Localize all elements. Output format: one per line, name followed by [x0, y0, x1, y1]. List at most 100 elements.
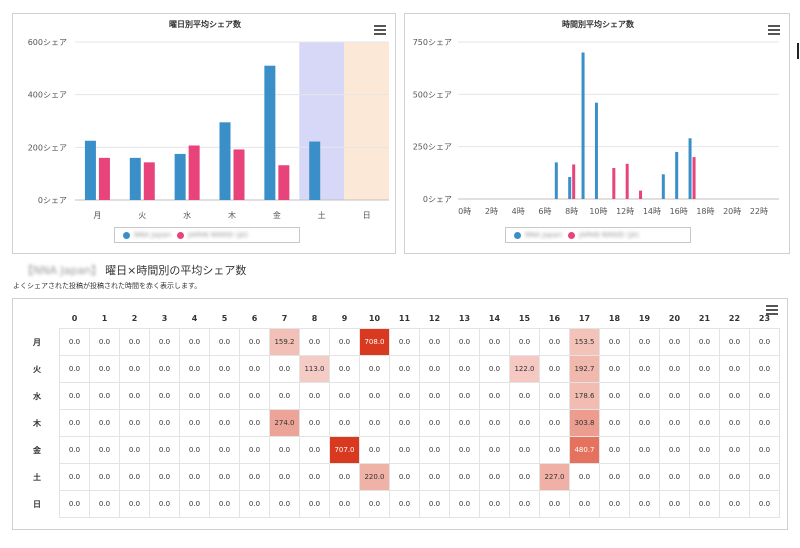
bar-series-1-金: [264, 65, 276, 200]
heatmap-row: 土 0.0 0.0 0.0 0.0 0.0 0.0 0.0 0.0 0.0 0.0 220.0 0.0 0…: [28, 463, 780, 491]
hourly-chart: 時間別平均シェア数 0シェア 250シェア 500シェア 750シェア 0時 2時 4時 6時…: [413, 19, 779, 216]
heatmap-cell: 0.0: [509, 463, 540, 491]
heatmap-cell: 0.0: [389, 355, 420, 383]
heatmap-column-header: 5: [221, 314, 228, 323]
bar-series-2-金: [278, 165, 290, 200]
heatmap-cell: 0.0: [209, 463, 240, 491]
heatmap-cell: 0.0: [269, 463, 300, 491]
heatmap-subtitle: よくシェアされた投稿が投稿された時間を赤く表示します。: [13, 282, 202, 290]
heatmap-cell: 0.0: [539, 355, 570, 383]
heatmap-cell: 0.0: [749, 355, 780, 383]
heatmap-cell: 0.0: [329, 382, 360, 410]
heatmap-cell: 0.0: [599, 355, 630, 383]
heatmap-cell: 0.0: [329, 463, 360, 491]
heatmap-title-text: 曜日×時間別の平均シェア数: [105, 264, 247, 277]
heatmap-cell: 0.0: [719, 490, 750, 518]
heatmap-cell: 0.0: [359, 490, 390, 518]
heatmap-cell: 0.0: [689, 436, 720, 464]
legend-label: NNA Japan: [134, 231, 172, 239]
heatmap-column-header: 22: [728, 314, 741, 323]
legend-item-series-2[interactable]: JAPAN NIKKEI (JA): [568, 231, 639, 239]
heatmap-cell: 122.0: [509, 355, 540, 383]
legend-dot-icon: [177, 231, 185, 239]
bar-series-2-火: [143, 162, 155, 200]
y-tick-label: 500シェア: [413, 90, 452, 99]
heatmap-cell: 0.0: [209, 382, 240, 410]
heatmap-cell: 0.0: [479, 328, 510, 356]
bar-series-1-16時: [675, 151, 679, 199]
heatmap-cell: 0.0: [239, 436, 270, 464]
legend-item-series-1[interactable]: NNA Japan: [123, 231, 171, 239]
heatmap-cell: 0.0: [689, 382, 720, 410]
heatmap-column-header: 15: [518, 314, 531, 323]
bar-series-2-月: [98, 157, 110, 200]
y-tick-label: 750シェア: [413, 38, 452, 47]
heatmap-cell: 0.0: [179, 490, 210, 518]
y-tick-label: 200シェア: [28, 143, 67, 152]
x-tick-label: 水: [183, 210, 191, 220]
heatmap-cell: 0.0: [419, 463, 450, 491]
heatmap-cell: 0.0: [269, 436, 300, 464]
heatmap-cell: 227.0: [539, 463, 570, 491]
heatmap-cell: 0.0: [89, 490, 120, 518]
heatmap-table: 0 1 2 3 4 5 6 7 8 9 10 11 12 13 14 15 16 17 18 19 20 21 22 23 月…: [28, 309, 780, 518]
heatmap-cell: 0.0: [749, 490, 780, 518]
heatmap-cell: 0.0: [359, 382, 390, 410]
x-tick-label: 木: [228, 210, 236, 220]
heatmap-cell: 0.0: [539, 436, 570, 464]
heatmap-column-header: 8: [311, 314, 318, 323]
heatmap-cell: 0.0: [449, 490, 480, 518]
heatmap-cell: 0.0: [119, 490, 150, 518]
heatmap-row: 金 0.0 0.0 0.0 0.0 0.0 0.0 0.0 0.0 0.0 707.0 0.0 0.0 0…: [28, 436, 780, 464]
heatmap-cell: 0.0: [89, 355, 120, 383]
heatmap-cell: 0.0: [209, 490, 240, 518]
heatmap-cell: 0.0: [299, 328, 330, 356]
heatmap-cell: 0.0: [509, 382, 540, 410]
heatmap-cell: 0.0: [419, 409, 450, 437]
heatmap-column-header: 21: [698, 314, 711, 323]
heatmap-cell: 153.5: [569, 328, 600, 356]
heatmap-column-header: 19: [638, 314, 651, 323]
heatmap-cell: 0.0: [509, 409, 540, 437]
legend-item-series-2[interactable]: JAPAN NIKKEI (JA): [177, 231, 248, 239]
hour-chart-title: 時間別平均シェア数: [562, 19, 635, 29]
heatmap-column-header: 1: [101, 314, 108, 323]
heatmap-cell: 480.7: [569, 436, 600, 464]
heatmap-row: 水 0.0 0.0 0.0 0.0 0.0 0.0 0.0 0.0 0.0 0.0 0.0 0.0 0.0…: [28, 382, 780, 410]
heatmap-cell: 0.0: [569, 463, 600, 491]
heatmap-column-header: 2: [131, 314, 138, 323]
heatmap-cell: 0.0: [479, 463, 510, 491]
bar-series-1-火: [129, 157, 141, 200]
heatmap-cell: 0.0: [719, 409, 750, 437]
heatmap-column-header: 16: [548, 314, 561, 323]
x-tick-label: 12時: [616, 207, 634, 216]
legend-item-series-1[interactable]: NNA Japan: [514, 231, 562, 239]
highlight-band-5: [299, 42, 345, 200]
heatmap-cell: 0.0: [449, 382, 480, 410]
day-chart-menu-icon[interactable]: [374, 25, 386, 35]
heatmap-panel: 0 1 2 3 4 5 6 7 8 9 10 11 12 13 14 15 16 17 18 19 20 21 22 23 月…: [12, 298, 788, 530]
heatmap-cell: 0.0: [629, 436, 660, 464]
heatmap-cell: 0.0: [179, 436, 210, 464]
heatmap-menu-icon[interactable]: [766, 305, 778, 315]
heatmap-column-header: 7: [281, 314, 288, 323]
heatmap-cell: 0.0: [59, 328, 90, 356]
heatmap-row-header: 月: [33, 337, 41, 347]
heatmap-cell: 0.0: [599, 382, 630, 410]
heatmap-cell: 0.0: [389, 328, 420, 356]
heatmap-row: 木 0.0 0.0 0.0 0.0 0.0 0.0 0.0 274.0 0.0 0.0 0.0 0.0 0…: [28, 409, 780, 437]
legend-dot-icon: [568, 231, 576, 239]
heatmap-cell: 0.0: [299, 463, 330, 491]
heatmap-cell: 0.0: [269, 355, 300, 383]
heatmap-row: 月 0.0 0.0 0.0 0.0 0.0 0.0 0.0 159.2 0.0 0.0 708.0 0.…: [28, 328, 780, 356]
heatmap-cell: 0.0: [509, 328, 540, 356]
heatmap-cell: 159.2: [269, 328, 300, 356]
heatmap-cell: 0.0: [599, 328, 630, 356]
heatmap-cell: 0.0: [389, 463, 420, 491]
legend-dot-icon: [123, 231, 130, 239]
hour-chart-menu-icon[interactable]: [768, 25, 780, 35]
heatmap-cell: 0.0: [389, 409, 420, 437]
y-tick-label: 0シェア: [38, 196, 67, 205]
heatmap-cell: 0.0: [629, 490, 660, 518]
heatmap-cell: 708.0: [359, 328, 390, 356]
